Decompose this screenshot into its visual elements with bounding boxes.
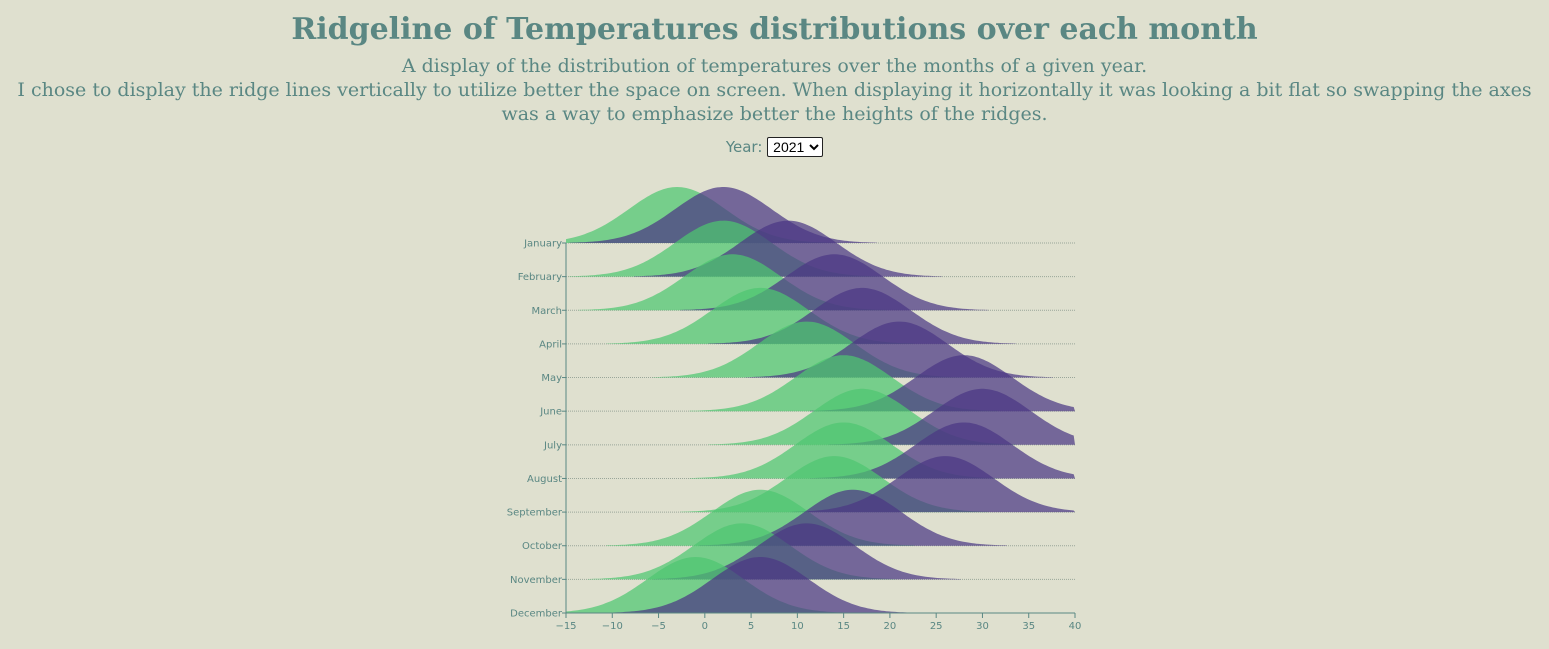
y-tick-label-september: September <box>507 508 563 519</box>
y-tick-label-january: January <box>523 239 562 250</box>
ridge-max-october <box>698 489 1007 546</box>
y-tick-label-november: November <box>510 575 563 586</box>
y-tick-label-august: August <box>527 474 562 485</box>
x-tick-label: 30 <box>976 621 989 632</box>
ridge-max-november <box>652 523 961 580</box>
ridge-max-august <box>809 422 1075 479</box>
x-tick-label: 0 <box>702 621 708 632</box>
ridge-max-september <box>791 456 1075 513</box>
x-tick-label: 10 <box>791 621 804 632</box>
x-tick-label: 5 <box>748 621 754 632</box>
y-tick-label-may: May <box>541 373 562 384</box>
page-title: Ridgeline of Temperatures distributions … <box>291 12 1258 47</box>
y-tick-label-december: December <box>510 609 563 620</box>
ridge-max-july <box>828 388 1075 445</box>
x-tick-label: −5 <box>651 621 666 632</box>
y-tick-label-february: February <box>518 272 562 283</box>
x-tick-label: −10 <box>602 621 623 632</box>
y-tick-label-july: July <box>543 440 562 451</box>
x-tick-label: 20 <box>884 621 897 632</box>
x-tick-label: 35 <box>1022 621 1035 632</box>
y-tick-label-april: April <box>539 339 562 350</box>
year-selector: Year: 2021 <box>0 137 1549 157</box>
year-label: Year: <box>725 138 763 156</box>
chart-axes: January February March April May June July Augu… <box>507 239 1082 633</box>
description-line-2: I chose to display the ridge lines verti… <box>17 79 1532 125</box>
ridges <box>566 187 1075 614</box>
y-tick-label-june: June <box>539 407 562 418</box>
x-tick-label: −15 <box>555 621 576 632</box>
description-line-1: A display of the distribution of tempera… <box>401 55 1148 77</box>
y-tick-label-march: March <box>532 306 562 317</box>
y-tick-label-october: October <box>522 541 563 552</box>
x-tick-label: 15 <box>837 621 850 632</box>
x-tick-label: 25 <box>930 621 943 632</box>
page-description: A display of the distribution of tempera… <box>0 54 1549 126</box>
ridge-max-december <box>606 557 915 613</box>
year-select[interactable]: 2021 <box>767 137 824 157</box>
x-tick-label: 40 <box>1069 621 1082 632</box>
